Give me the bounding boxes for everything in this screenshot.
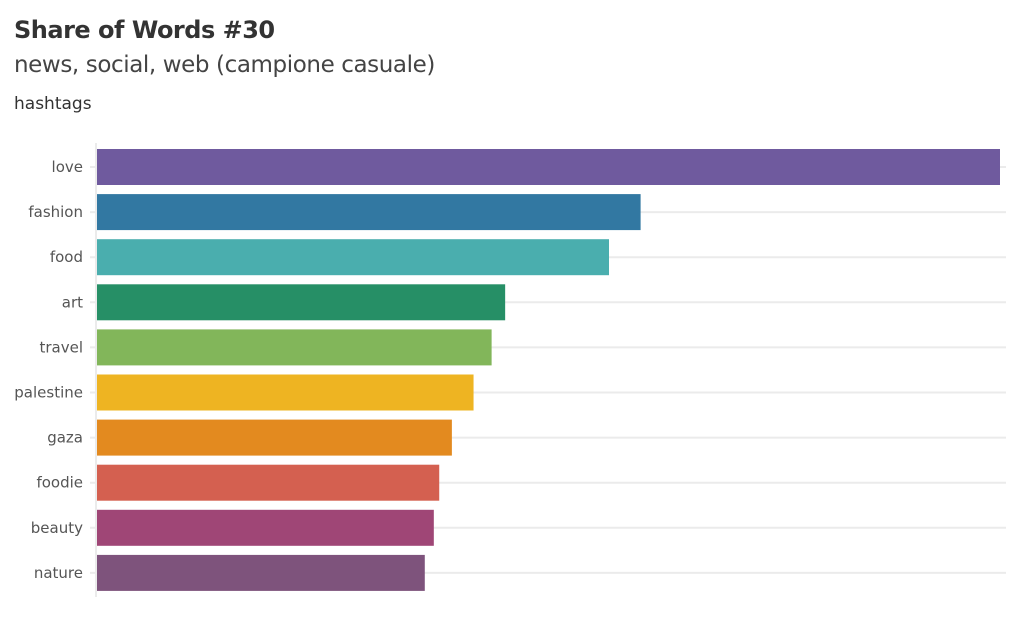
chart-subtitle: news, social, web (campione casuale) xyxy=(14,52,435,78)
bar-fashion xyxy=(97,194,641,231)
chart-title: Share of Words #30 xyxy=(14,16,275,44)
bar-palestine xyxy=(97,374,474,411)
bar-art xyxy=(97,284,506,321)
bar-gaza xyxy=(97,419,452,456)
y-tick-label: nature xyxy=(34,564,83,582)
y-tick-label: art xyxy=(62,293,83,311)
bar-foodie xyxy=(97,464,440,501)
bar-travel xyxy=(97,329,492,366)
y-tick-label: foodie xyxy=(36,474,83,492)
y-tick-label: love xyxy=(52,158,83,176)
y-tick-label: food xyxy=(50,248,83,266)
y-tick-label: beauty xyxy=(31,519,83,537)
chart-caption: hashtags xyxy=(14,94,92,114)
bar-beauty xyxy=(97,509,434,546)
y-tick-label: gaza xyxy=(47,429,83,447)
y-tick-label: fashion xyxy=(28,203,83,221)
bar-love xyxy=(97,149,1000,185)
bar-nature xyxy=(97,554,425,591)
y-tick-label: palestine xyxy=(14,384,83,402)
bar-food xyxy=(97,239,610,276)
y-tick-label: travel xyxy=(39,338,83,356)
